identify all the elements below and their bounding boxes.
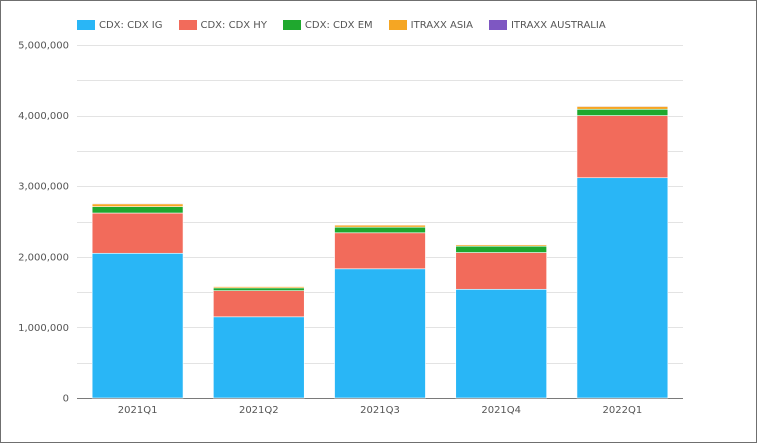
legend-label-cdx-ig: CDX: CDX IG: [99, 19, 163, 31]
bar-segment: [91, 206, 184, 214]
legend-item-cdx-em[interactable]: CDX: CDX EM: [282, 19, 373, 31]
y-tick-label: 1,000,000: [18, 323, 69, 334]
bar-segment: [91, 212, 184, 254]
bar-segment: [334, 224, 426, 228]
x-tick-label: 2021Q1: [118, 405, 158, 416]
legend-swatch-itraxx-australia: [488, 20, 507, 30]
legend-swatch-itraxx-asia: [388, 20, 407, 30]
y-tick-label: 3,000,000: [18, 182, 69, 193]
bar-segment: [91, 202, 184, 205]
legend-label-itraxx-asia: ITRAXX ASIA: [410, 19, 473, 31]
bar-segment: [334, 268, 426, 399]
bar-segment: [455, 245, 547, 253]
bar-segment: [213, 316, 305, 399]
y-tick-label: 2,000,000: [18, 252, 69, 263]
legend-item-cdx-hy[interactable]: CDX: CDX HY: [178, 19, 267, 31]
bar-segment: [576, 106, 669, 110]
bar-segment: [455, 252, 547, 290]
bar-segment: [576, 105, 669, 107]
bar-segment: [213, 290, 305, 318]
bar-segment: [576, 108, 669, 116]
legend-swatch-cdx-em: [282, 20, 301, 30]
y-tick-label: 0: [63, 394, 69, 405]
legend: CDX: CDX IG CDX: CDX HY CDX: CDX EM ITRA…: [77, 18, 606, 32]
bar-segment: [91, 203, 184, 207]
x-tick-label: 2021Q3: [360, 405, 400, 416]
bar-segment: [213, 287, 305, 291]
x-tick-label: 2021Q4: [481, 405, 521, 416]
legend-swatch-cdx-hy: [178, 20, 197, 30]
legend-label-itraxx-australia: ITRAXX AUSTRALIA: [510, 19, 606, 31]
bar-segment: [334, 226, 426, 234]
legend-label-cdx-hy: CDX: CDX HY: [200, 19, 267, 31]
legend-item-itraxx-asia[interactable]: ITRAXX ASIA: [388, 19, 473, 31]
legend-swatch-cdx-ig: [77, 20, 95, 30]
x-tick-label: 2022Q1: [603, 405, 643, 416]
bar-segment: [576, 115, 669, 179]
bar-segment: [91, 252, 184, 399]
legend-label-cdx-em: CDX: CDX EM: [304, 19, 373, 31]
bar-segment: [455, 288, 547, 399]
bar-segment: [576, 177, 669, 399]
y-tick-label: 5,000,000: [18, 41, 69, 52]
bar-segment: [334, 232, 426, 270]
legend-item-itraxx-australia[interactable]: ITRAXX AUSTRALIA: [488, 19, 606, 31]
x-tick-label: 2021Q2: [239, 405, 279, 416]
legend-item-cdx-ig[interactable]: CDX: CDX IG: [77, 20, 163, 31]
y-tick-label: 4,000,000: [18, 111, 69, 122]
